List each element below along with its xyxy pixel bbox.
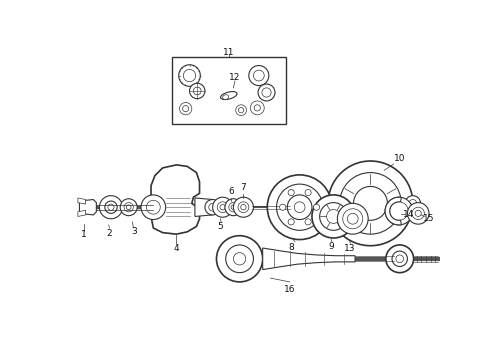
Circle shape: [312, 195, 355, 238]
Text: 9: 9: [328, 242, 334, 251]
Circle shape: [217, 202, 228, 213]
Circle shape: [276, 184, 323, 230]
Circle shape: [205, 199, 220, 215]
Text: 5: 5: [218, 222, 223, 231]
Circle shape: [390, 202, 408, 220]
Circle shape: [233, 253, 246, 265]
Circle shape: [220, 204, 225, 210]
Circle shape: [124, 203, 133, 212]
Circle shape: [105, 201, 117, 213]
Circle shape: [340, 172, 401, 234]
Circle shape: [319, 203, 347, 230]
Circle shape: [249, 66, 269, 86]
Circle shape: [238, 202, 249, 213]
Text: 10: 10: [394, 154, 406, 163]
Wedge shape: [385, 197, 401, 225]
Circle shape: [226, 245, 253, 273]
Circle shape: [236, 105, 246, 116]
Circle shape: [392, 251, 408, 266]
Circle shape: [347, 213, 358, 224]
Circle shape: [179, 103, 192, 115]
Circle shape: [409, 199, 416, 207]
Text: 11: 11: [223, 48, 235, 57]
Text: 13: 13: [344, 243, 355, 252]
Circle shape: [179, 65, 200, 86]
Circle shape: [314, 204, 319, 210]
Circle shape: [217, 236, 263, 282]
Text: 7: 7: [241, 184, 246, 193]
Text: 2: 2: [106, 229, 112, 238]
Circle shape: [385, 197, 413, 225]
Circle shape: [405, 195, 420, 211]
Circle shape: [213, 197, 233, 217]
Text: 15: 15: [422, 214, 434, 223]
Circle shape: [239, 108, 244, 113]
Circle shape: [287, 195, 312, 220]
Bar: [172, 57, 286, 124]
Circle shape: [126, 205, 131, 210]
Circle shape: [337, 203, 368, 234]
Ellipse shape: [222, 95, 229, 99]
Circle shape: [183, 105, 189, 112]
Circle shape: [280, 204, 286, 210]
Circle shape: [262, 88, 271, 97]
Text: 4: 4: [173, 243, 179, 252]
Text: 8: 8: [288, 243, 294, 252]
Circle shape: [99, 195, 122, 219]
Circle shape: [288, 219, 294, 225]
Circle shape: [386, 245, 414, 273]
Circle shape: [141, 195, 166, 220]
Circle shape: [194, 87, 201, 95]
Circle shape: [233, 197, 253, 217]
Circle shape: [225, 199, 242, 216]
Circle shape: [229, 203, 238, 212]
Circle shape: [268, 175, 332, 239]
Circle shape: [241, 204, 246, 210]
Circle shape: [305, 219, 311, 225]
Circle shape: [120, 199, 137, 216]
Circle shape: [412, 207, 424, 220]
Circle shape: [183, 69, 196, 82]
Text: 12: 12: [229, 73, 241, 82]
Polygon shape: [79, 199, 97, 215]
Polygon shape: [78, 198, 86, 204]
Text: 1: 1: [81, 230, 87, 239]
Text: 6: 6: [228, 187, 234, 196]
Text: 3: 3: [131, 228, 137, 237]
Polygon shape: [263, 248, 355, 270]
Text: 14: 14: [403, 210, 415, 219]
Circle shape: [288, 189, 294, 195]
Circle shape: [231, 205, 236, 210]
Circle shape: [415, 210, 421, 216]
Text: 16: 16: [284, 285, 295, 294]
Polygon shape: [78, 210, 86, 216]
Circle shape: [305, 189, 311, 195]
Circle shape: [354, 186, 388, 220]
Circle shape: [209, 203, 217, 211]
Circle shape: [108, 204, 114, 210]
Circle shape: [254, 105, 260, 111]
Polygon shape: [151, 165, 199, 234]
Circle shape: [408, 203, 429, 224]
Circle shape: [396, 255, 404, 263]
Circle shape: [343, 209, 363, 229]
Circle shape: [250, 101, 264, 115]
Circle shape: [326, 210, 341, 223]
Circle shape: [328, 161, 413, 246]
Circle shape: [147, 200, 160, 214]
Circle shape: [190, 83, 205, 99]
Circle shape: [294, 202, 305, 213]
Ellipse shape: [220, 91, 237, 100]
Circle shape: [253, 70, 264, 81]
Circle shape: [258, 84, 275, 101]
Polygon shape: [195, 198, 213, 216]
